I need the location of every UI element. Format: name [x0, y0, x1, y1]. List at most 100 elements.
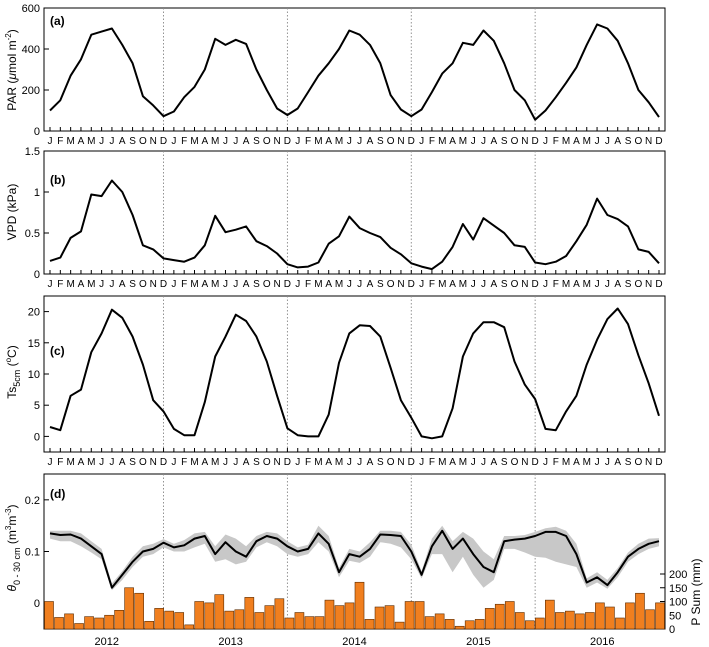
panel-a-month-label: S — [129, 136, 136, 147]
panel-a-month-label: J — [99, 136, 104, 147]
panel-a-month-label: M — [583, 136, 591, 147]
panel-c-month-label: F — [57, 457, 63, 468]
panel-b-month-label: M — [190, 279, 198, 290]
panel-b-month-label: A — [573, 279, 580, 290]
precip-bar — [394, 621, 405, 630]
panel-a-month-label: S — [625, 136, 632, 147]
panel-b-month-label: S — [501, 279, 508, 290]
panel-b-month-label: N — [521, 279, 528, 290]
precip-bar — [625, 602, 635, 630]
panel-a-month-label: J — [595, 136, 600, 147]
panel-c-month-label: J — [223, 457, 228, 468]
precip-bar — [254, 612, 265, 630]
precip-bar — [74, 623, 84, 630]
panel-b-month-label: O — [634, 279, 642, 290]
panel-c-month-label: J — [595, 457, 600, 468]
panel-c-month-label: A — [325, 457, 332, 468]
panel-a-month-label: A — [243, 136, 250, 147]
panel-c-month-label: M — [459, 457, 467, 468]
panel-c-ytick-label: 15 — [28, 338, 40, 350]
panel-c-month-label: S — [129, 457, 136, 468]
panel-c-ytick-label: 0 — [34, 431, 40, 443]
year-label: 2013 — [218, 636, 242, 647]
panel-a-ytick-label: 200 — [22, 85, 40, 97]
panel-b-month-label: F — [57, 279, 63, 290]
panel-a-month-label: D — [408, 136, 415, 147]
precip-bar — [414, 601, 425, 630]
panel-d-year-labels: 2012 2013 2014 2015 2016 — [95, 636, 615, 647]
panel-b-year-dividers — [163, 151, 536, 274]
panel-a-month-label: J — [605, 136, 610, 147]
precip-bar — [114, 609, 124, 630]
panel-a-label: (a) — [50, 14, 65, 28]
panel-b-month-label: N — [397, 279, 404, 290]
panel-b-month-label: M — [314, 279, 322, 290]
panel-a-month-label: N — [645, 136, 652, 147]
panel-b-month-label: N — [150, 279, 157, 290]
panel-c-month-label: O — [387, 457, 395, 468]
precip-bar — [184, 624, 195, 630]
panel-c-month-label: J — [171, 457, 176, 468]
panel-c-month-label: A — [367, 457, 374, 468]
panel-c-ytick-label: 20 — [28, 307, 40, 319]
panel-a-month-label: M — [66, 136, 74, 147]
panel-d-ytick-label: 0.1 — [25, 547, 40, 559]
panel-c-yticks: 0 5 10 15 20 — [28, 307, 49, 443]
panel-b-month-label: F — [429, 279, 435, 290]
precip-bar — [655, 602, 665, 630]
precip-bar — [635, 592, 645, 630]
panel-c-month-label: M — [438, 457, 446, 468]
precip-bar — [484, 608, 495, 630]
panel-c-month-label: J — [543, 457, 548, 468]
panel-a-month-label: D — [532, 136, 539, 147]
panel-b-month-label: A — [449, 279, 456, 290]
precip-bar — [334, 605, 345, 630]
panel-d-theta-range-band — [50, 525, 659, 591]
precip-bar — [214, 594, 225, 630]
panel-c-month-label: M — [190, 457, 198, 468]
panel-a-ytick-label: 0 — [34, 126, 40, 138]
precip-bar — [474, 619, 485, 630]
precip-bar — [304, 616, 315, 630]
panel-a-month-label: O — [139, 136, 147, 147]
panel-c-month-label: S — [501, 457, 508, 468]
panel-c-month-label: J — [605, 457, 610, 468]
precip-bar — [154, 608, 164, 630]
panel-b-label: (b) — [50, 173, 65, 187]
panel-a-month-label: A — [614, 136, 621, 147]
panel-a-month-label: M — [190, 136, 198, 147]
panel-a-month-label: O — [387, 136, 395, 147]
panel-b-month-label: A — [243, 279, 250, 290]
panel-c-month-label: M — [66, 457, 74, 468]
panel-a-month-label: A — [201, 136, 208, 147]
panel-a-month-label: A — [491, 136, 498, 147]
panel-c-month-label: J — [109, 457, 114, 468]
precip-bar — [434, 613, 445, 630]
panel-d-ytick-label: 0.2 — [25, 495, 40, 507]
panel-c-month-label: A — [78, 457, 85, 468]
panel-c-month-label: M — [583, 457, 591, 468]
panel-b-month-label: J — [481, 279, 486, 290]
panel-a-month-label: J — [48, 136, 53, 147]
panel-b-month-label: A — [78, 279, 85, 290]
panel-c-month-label: F — [305, 457, 311, 468]
panel-c-month-label: J — [347, 457, 352, 468]
panel-c-month-label: M — [211, 457, 219, 468]
precip-bar — [424, 616, 435, 630]
panel-a-month-label: J — [347, 136, 352, 147]
precip-bar — [194, 601, 205, 630]
precip-bar — [524, 620, 535, 630]
precip-bar — [124, 587, 134, 630]
precip-bar — [555, 612, 565, 630]
panel-c-month-label: A — [201, 457, 208, 468]
panel-b-month-label: J — [109, 279, 114, 290]
year-label: 2012 — [95, 636, 119, 647]
precip-bar — [274, 598, 285, 630]
panel-d-ytick-label: 0 — [34, 598, 40, 610]
precip-bar — [504, 601, 515, 630]
panel-c-month-label: F — [429, 457, 435, 468]
panel-a-month-label: D — [160, 136, 167, 147]
panel-a-month-label: F — [429, 136, 435, 147]
panel-b-month-label: A — [614, 279, 621, 290]
panel-c-month-label: J — [481, 457, 486, 468]
